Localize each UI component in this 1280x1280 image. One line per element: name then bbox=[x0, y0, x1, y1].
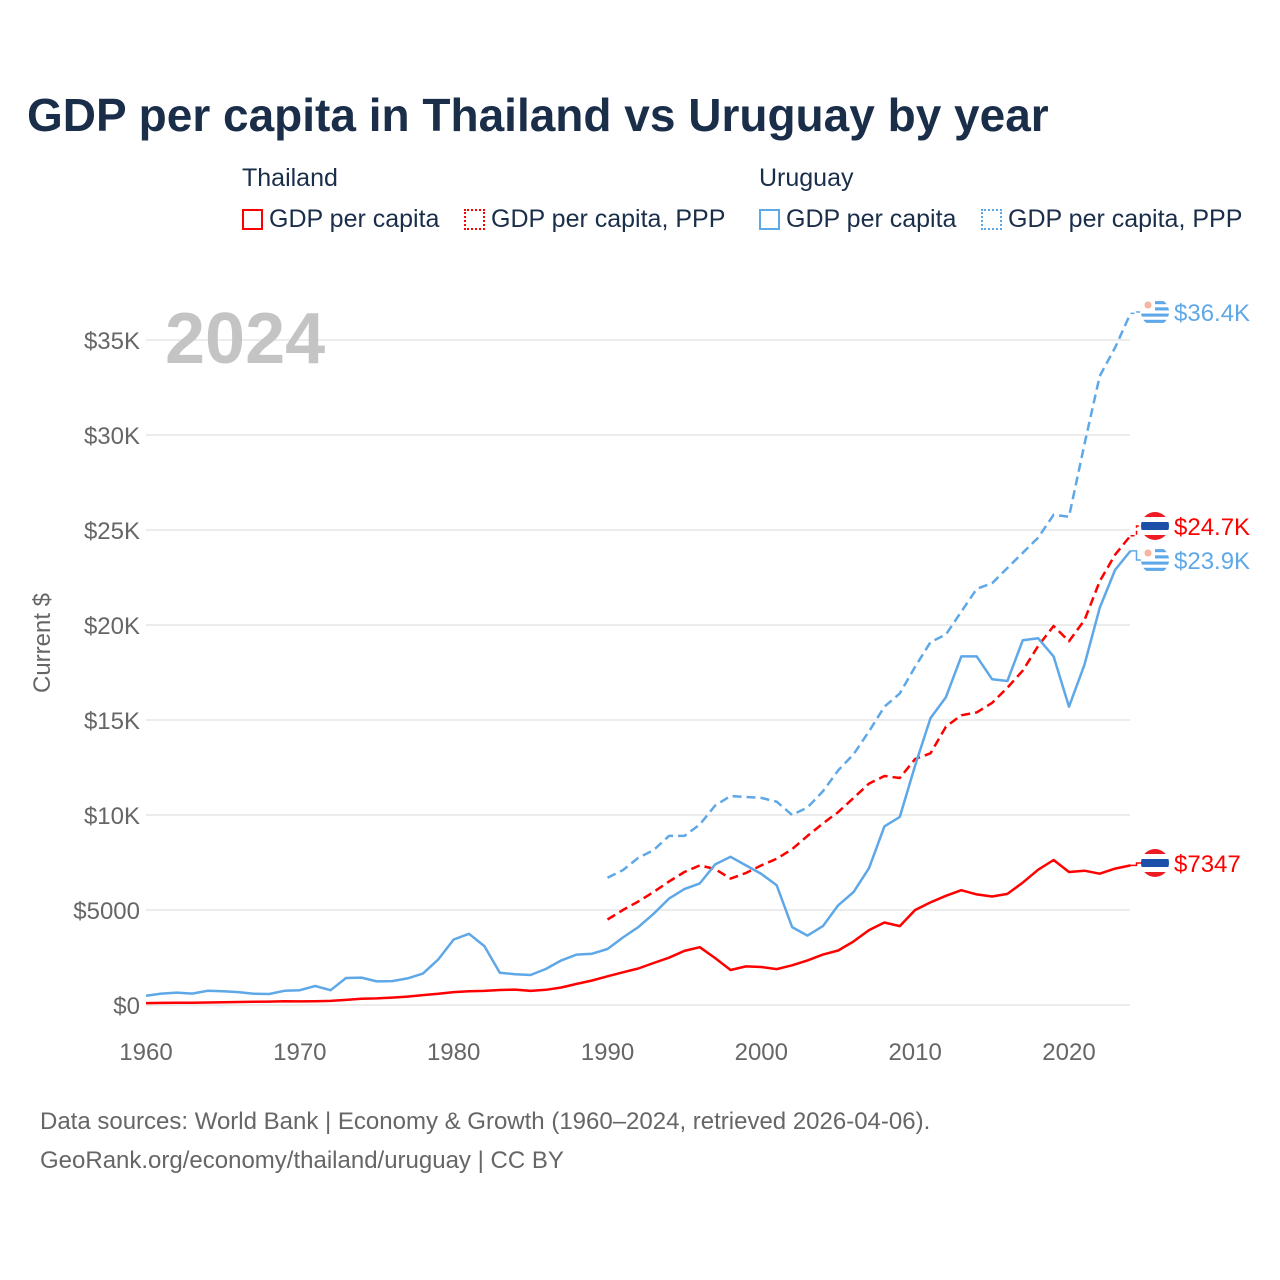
page-title: GDP per capita in Thailand vs Uruguay by… bbox=[27, 89, 1049, 141]
y-tick-label: $5000 bbox=[73, 898, 140, 925]
legend-label: GDP per capita, PPP bbox=[1008, 205, 1243, 233]
x-tick-label: 1990 bbox=[581, 1039, 634, 1066]
uruguay-flag-icon bbox=[1141, 298, 1169, 326]
legend-thailand-ppp[interactable]: GDP per capita, PPP bbox=[464, 205, 725, 234]
legend-swatch-dotted bbox=[981, 209, 1002, 230]
legend-label: GDP per capita bbox=[786, 205, 957, 233]
legend-uruguay-gdp[interactable]: GDP per capita bbox=[759, 205, 956, 234]
end-value-label: $36.4K bbox=[1174, 300, 1250, 327]
end-value-label: $7347 bbox=[1174, 851, 1241, 878]
end-value-label: $24.7K bbox=[1174, 514, 1250, 541]
x-tick-label: 2020 bbox=[1042, 1039, 1095, 1066]
x-tick-label: 2000 bbox=[735, 1039, 788, 1066]
x-tick-label: 1970 bbox=[273, 1039, 326, 1066]
legend-thailand-gdp[interactable]: GDP per capita bbox=[242, 205, 439, 234]
x-tick-label: 1960 bbox=[119, 1039, 172, 1066]
thailand-flag-icon bbox=[1141, 512, 1169, 540]
end-connector bbox=[1130, 862, 1142, 867]
x-tick-label: 2010 bbox=[888, 1039, 941, 1066]
legend-uruguay-ppp[interactable]: GDP per capita, PPP bbox=[981, 205, 1242, 234]
end-connector bbox=[1130, 311, 1142, 315]
legend-group-uruguay: Uruguay bbox=[759, 164, 854, 192]
thailand-flag-icon bbox=[1141, 849, 1169, 877]
end-connector bbox=[1130, 525, 1142, 537]
legend-swatch-solid bbox=[242, 209, 263, 230]
end-value-label: $23.9K bbox=[1174, 548, 1250, 575]
uruguay-flag-icon bbox=[1141, 546, 1169, 574]
end-connector bbox=[1130, 550, 1142, 561]
legend-label: GDP per capita bbox=[269, 205, 440, 233]
y-tick-label: $25K bbox=[84, 518, 140, 545]
series-line-3 bbox=[606, 312, 1132, 879]
series-line-1 bbox=[606, 534, 1132, 921]
legend-swatch-solid bbox=[759, 209, 780, 230]
y-tick-label: $30K bbox=[84, 423, 140, 450]
x-tick-label: 1980 bbox=[427, 1039, 480, 1066]
source-link[interactable]: GeoRank.org/economy/thailand/uruguay | C… bbox=[40, 1147, 564, 1174]
y-tick-label: $0 bbox=[113, 993, 140, 1020]
series-line-0 bbox=[145, 858, 1131, 1005]
y-tick-label: $35K bbox=[84, 328, 140, 355]
legend-swatch-dotted bbox=[464, 209, 485, 230]
source-text: Data sources: World Bank | Economy & Gro… bbox=[40, 1108, 931, 1135]
y-tick-label: $20K bbox=[84, 613, 140, 640]
series-line-2 bbox=[145, 550, 1132, 997]
legend-group-thailand: Thailand bbox=[242, 164, 338, 192]
y-tick-label: $15K bbox=[84, 708, 140, 735]
y-axis-label: Current $ bbox=[29, 593, 56, 693]
legend-label: GDP per capita, PPP bbox=[491, 205, 726, 233]
y-tick-label: $10K bbox=[84, 803, 140, 830]
year-watermark: 2024 bbox=[165, 299, 325, 379]
